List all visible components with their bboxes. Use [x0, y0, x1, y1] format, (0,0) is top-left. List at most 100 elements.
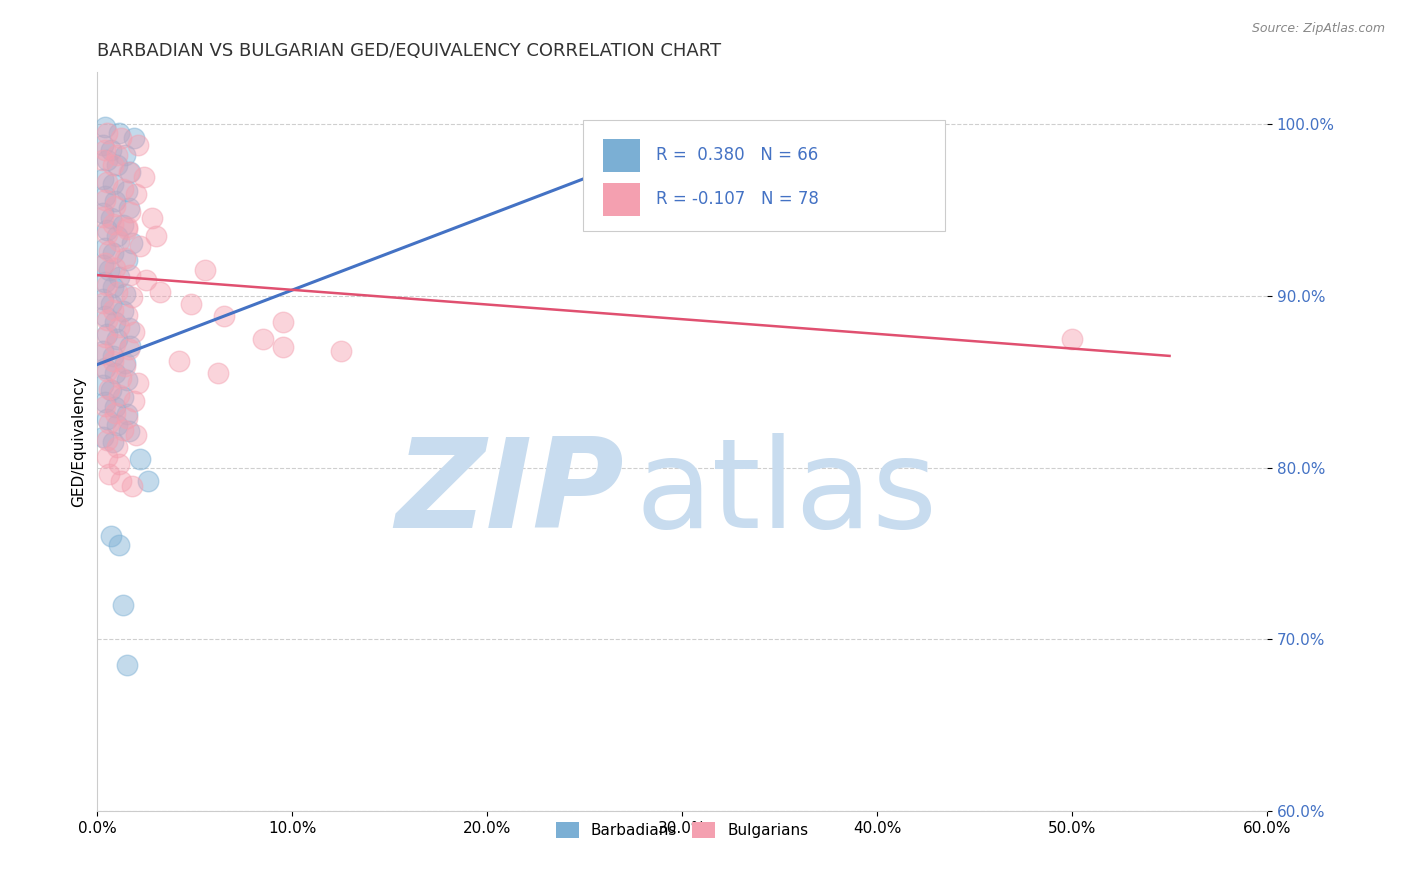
Point	[135, 273, 157, 287]
Point	[111, 390, 134, 404]
Point	[96, 153, 118, 167]
Point	[96, 412, 118, 426]
Point	[149, 285, 172, 300]
Point	[125, 187, 148, 202]
Point	[115, 308, 138, 322]
Point	[104, 261, 127, 276]
Point	[105, 148, 128, 162]
Point	[105, 158, 128, 172]
Point	[91, 292, 114, 306]
Point	[104, 199, 127, 213]
Point	[94, 395, 117, 409]
Point	[96, 126, 118, 140]
Point	[115, 221, 138, 235]
Point	[117, 321, 139, 335]
Point	[115, 410, 138, 425]
Point	[121, 479, 143, 493]
Point	[114, 148, 136, 162]
Point	[94, 275, 117, 289]
Point	[98, 244, 121, 259]
Point	[107, 457, 129, 471]
Point	[129, 239, 152, 253]
Point	[111, 598, 134, 612]
Point	[101, 217, 124, 231]
Point	[98, 416, 121, 430]
Point	[91, 378, 114, 392]
Point	[111, 304, 134, 318]
Point	[121, 291, 143, 305]
Text: ZIP: ZIP	[395, 433, 624, 554]
Point	[94, 256, 117, 270]
Point	[107, 388, 129, 402]
Point	[134, 170, 156, 185]
Point	[94, 143, 117, 157]
Point	[212, 310, 235, 324]
Point	[94, 360, 117, 375]
Point	[101, 302, 124, 317]
Point	[104, 401, 127, 415]
Point	[120, 338, 142, 352]
Point	[101, 158, 124, 172]
Text: R = -0.107   N = 78: R = -0.107 N = 78	[657, 191, 820, 209]
Point	[94, 330, 117, 344]
Point	[91, 347, 114, 361]
Point	[107, 269, 129, 284]
Point	[124, 325, 146, 339]
Point	[100, 211, 122, 226]
Point	[124, 393, 146, 408]
Point	[101, 349, 124, 363]
Point	[101, 354, 124, 368]
Point	[96, 364, 118, 378]
Point	[94, 310, 117, 324]
Bar	[603, 183, 640, 217]
Point	[111, 219, 134, 233]
Point	[252, 332, 274, 346]
Point	[117, 342, 139, 356]
Point	[91, 295, 114, 310]
Point	[105, 332, 128, 346]
Point	[91, 137, 114, 152]
Point	[98, 263, 121, 277]
Point	[96, 313, 118, 327]
Point	[114, 251, 136, 265]
Point	[98, 467, 121, 482]
Point	[100, 297, 122, 311]
Point	[104, 366, 127, 380]
Point	[91, 206, 114, 220]
Point	[1062, 332, 1084, 346]
Point	[115, 373, 138, 387]
Point	[101, 280, 124, 294]
Point	[104, 337, 127, 351]
Point	[167, 354, 190, 368]
Point	[94, 241, 117, 255]
Point	[105, 228, 128, 243]
Point	[107, 234, 129, 248]
Point	[115, 658, 138, 673]
Point	[271, 314, 294, 328]
Point	[111, 423, 134, 437]
Point	[193, 263, 215, 277]
Point	[121, 235, 143, 250]
Point	[114, 356, 136, 370]
Point	[125, 428, 148, 442]
Point	[96, 278, 118, 293]
FancyBboxPatch shape	[582, 120, 945, 231]
Point	[91, 343, 114, 358]
Point	[91, 153, 114, 167]
Point	[100, 529, 122, 543]
Point	[124, 130, 146, 145]
Point	[91, 210, 114, 224]
Text: atlas: atlas	[636, 433, 938, 554]
Point	[105, 417, 128, 432]
Point	[100, 384, 122, 398]
Point	[110, 130, 132, 145]
Point	[104, 406, 127, 420]
Point	[91, 172, 114, 186]
Point	[117, 165, 139, 179]
Point	[110, 475, 132, 489]
Point	[94, 189, 117, 203]
Y-axis label: GED/Equivalency: GED/Equivalency	[72, 376, 86, 508]
Point	[98, 382, 121, 396]
Point	[101, 434, 124, 449]
Point	[104, 194, 127, 209]
